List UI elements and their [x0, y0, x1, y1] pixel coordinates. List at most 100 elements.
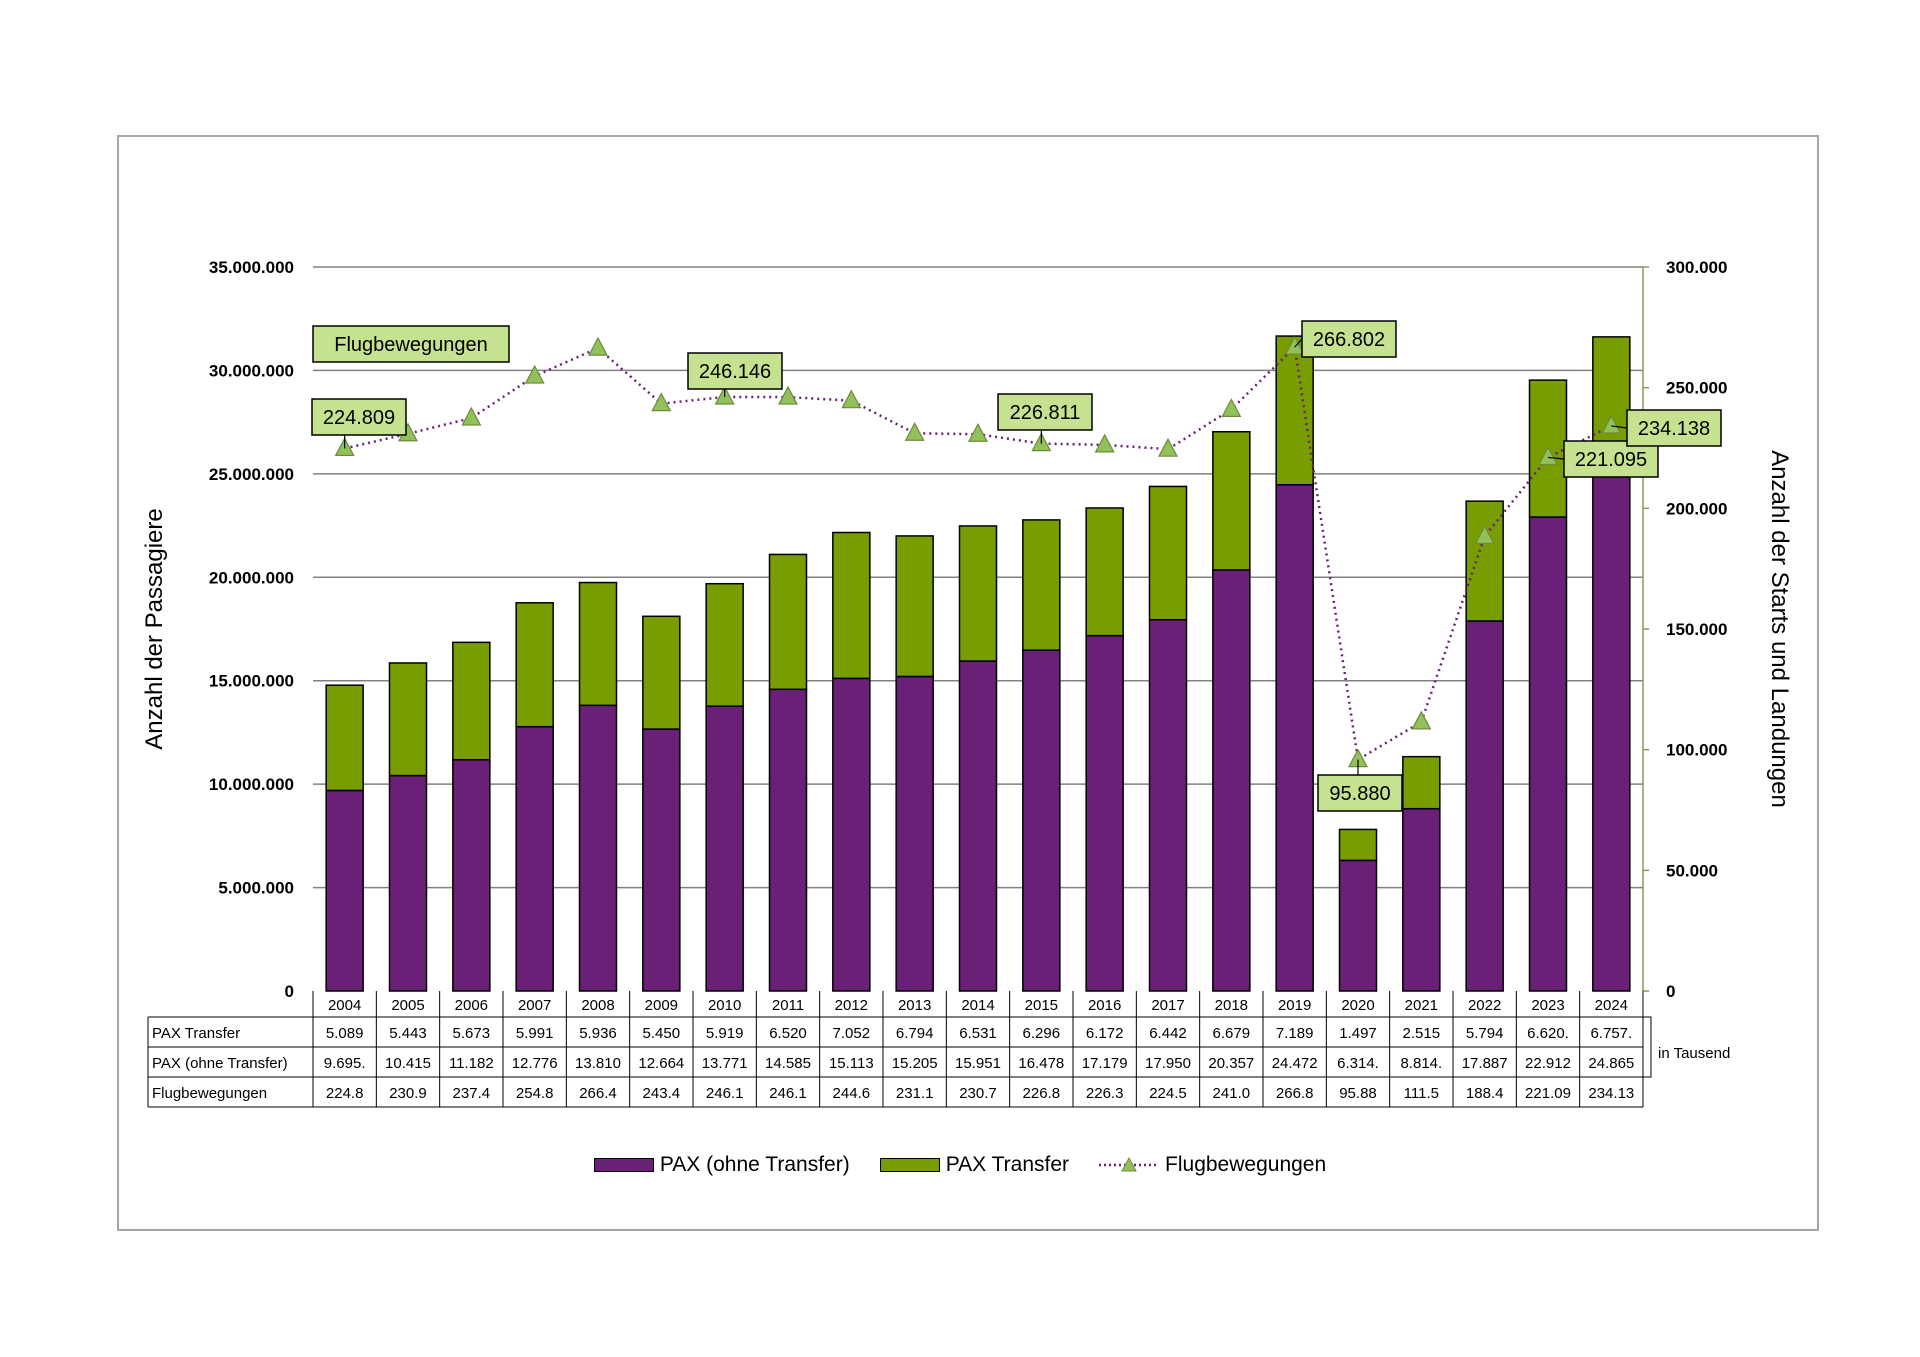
callout-label: 266.802 [1313, 329, 1385, 351]
left-tick-label: 25.000.000 [209, 465, 294, 484]
marker-flugbewegungen [524, 364, 545, 384]
table-cell-pax-ohne-transfer: 12.776 [512, 1055, 558, 1072]
bar-pax-ohne-transfer [1338, 859, 1378, 992]
table-cell-pax-ohne-transfer: 17.887 [1462, 1055, 1508, 1072]
table-cell-pax-ohne-transfer: 24.865 [1588, 1055, 1634, 1072]
callout-box [1626, 409, 1722, 447]
table-cell-flugbewegungen: 221.09 [1525, 1085, 1571, 1102]
table-cell-pax-transfer: 6.296 [1023, 1025, 1061, 1042]
bar-pax-ohne-transfer [768, 688, 808, 992]
left-tick-label: 20.000.000 [209, 568, 294, 587]
bar-pax-ohne-transfer [325, 789, 364, 992]
bar-pax-ohne-transfer [642, 728, 681, 992]
table-cell-pax-transfer: 5.443 [389, 1025, 427, 1042]
table-cell-pax-ohne-transfer: 20.357 [1208, 1055, 1254, 1072]
callout-label: 234.138 [1638, 418, 1710, 440]
bar-pax-transfer [642, 615, 681, 730]
legend-item-flugbewegungen: Flugbewegungen [1099, 1153, 1326, 1177]
table-cell-pax-ohne-transfer: 14.585 [765, 1055, 811, 1072]
callout-box [311, 398, 407, 436]
table-cell-pax-transfer: 6.757. [1590, 1025, 1632, 1042]
table-row-label: Flugbewegungen [152, 1085, 267, 1102]
marker-flugbewegungen [1284, 335, 1305, 355]
bars-layer [325, 335, 1631, 992]
bar-pax-transfer [895, 535, 934, 678]
bar-pax-transfer [515, 602, 554, 728]
bar-pax-ohne-transfer [1022, 649, 1061, 992]
table-cell-pax-transfer: 6.442 [1149, 1025, 1187, 1042]
marker-flugbewegungen [588, 336, 608, 356]
table-cell-pax-transfer: 2.515 [1403, 1025, 1441, 1042]
bar-pax-transfer [768, 553, 808, 691]
axes-layer: 0 5.000.000 10.000.000 15.000.000 20.000.000… [141, 258, 1793, 1001]
table-cell-pax-transfer: 6.794 [896, 1025, 934, 1042]
right-tick-label: 150.000 [1666, 620, 1727, 639]
table-cell-pax-transfer: 5.919 [706, 1025, 744, 1042]
table-year-cell: 2010 [708, 997, 741, 1014]
legend-swatch-flugbewegungen [1099, 1156, 1160, 1172]
table-cell-flugbewegungen: 246.1 [769, 1085, 807, 1102]
table-year-cell: 2022 [1468, 997, 1501, 1014]
callout-box [1301, 320, 1397, 358]
unit-bracket [1643, 1016, 1652, 1078]
bar-pax-transfer [1148, 485, 1188, 621]
table-cell-flugbewegungen: 246.1 [706, 1085, 744, 1102]
bar-pax-transfer [452, 641, 491, 761]
legend-item-pax-transfer: PAX Transfer [879, 1153, 1069, 1177]
table-year-cell: 2018 [1215, 997, 1248, 1014]
table-cell-pax-ohne-transfer: 12.664 [638, 1055, 684, 1072]
bar-pax-transfer [832, 531, 871, 680]
marker-flugbewegungen [1474, 525, 1495, 544]
table-year-cell: 2004 [328, 997, 361, 1014]
left-tick-label: 0 [285, 982, 294, 1001]
bar-pax-transfer [1402, 755, 1441, 810]
callout-label: 95.880 [1329, 783, 1390, 805]
bar-pax-ohne-transfer [1465, 620, 1504, 992]
right-tick-label: 200.000 [1666, 499, 1727, 518]
table-cell-pax-ohne-transfer: 13.771 [702, 1055, 748, 1072]
table-cell-pax-transfer: 5.450 [643, 1025, 681, 1042]
callout-label: 246.146 [699, 361, 771, 383]
bar-pax-ohne-transfer [705, 705, 744, 992]
callout-label: 226.811 [1010, 402, 1081, 424]
table-cell-pax-transfer: 6.520 [769, 1025, 807, 1042]
bar-pax-transfer [1022, 519, 1061, 651]
table-year-cell: 2020 [1341, 997, 1374, 1014]
bar-pax-ohne-transfer [1148, 618, 1188, 992]
table-year-cell: 2012 [835, 997, 868, 1014]
table-row-label: PAX Transfer [152, 1025, 240, 1042]
marker-flugbewegungen [1601, 414, 1622, 434]
legend-item-pax-ohne-transfer: PAX (ohne Transfer) [593, 1153, 850, 1177]
callout-leader [1294, 338, 1303, 348]
table-cell-pax-ohne-transfer: 13.810 [575, 1055, 621, 1072]
table-year-cell: 2006 [455, 997, 488, 1014]
bar-pax-transfer [705, 582, 744, 707]
table-cell-pax-ohne-transfer: 8.814. [1400, 1055, 1442, 1072]
callout-box [1317, 774, 1403, 812]
marker-flugbewegungen [904, 421, 925, 441]
unit-note: in Tausend [1658, 1045, 1730, 1062]
right-tick-label: 50.000 [1666, 861, 1718, 880]
bar-pax-transfer [1465, 500, 1504, 622]
bar-pax-ohne-transfer [958, 660, 998, 992]
table-cell-pax-ohne-transfer: 6.314. [1337, 1055, 1379, 1072]
table-cell-pax-ohne-transfer: 11.182 [449, 1055, 494, 1072]
callout-label: 224.809 [323, 407, 395, 429]
table-cell-pax-transfer: 6.679 [1213, 1025, 1251, 1042]
table-cell-flugbewegungen: 188.4 [1466, 1085, 1504, 1102]
table-year-cell: 2011 [772, 997, 804, 1014]
table-cell-flugbewegungen: 95.88 [1339, 1085, 1377, 1102]
table-cell-flugbewegungen: 231.1 [896, 1085, 934, 1102]
table-cell-pax-transfer: 5.936 [579, 1025, 617, 1042]
bar-pax-transfer [388, 662, 428, 777]
table-cell-flugbewegungen: 266.4 [579, 1085, 617, 1102]
legend-swatch-pax-transfer [879, 1158, 940, 1172]
table-year-cell: 2019 [1278, 997, 1311, 1014]
callout-box [687, 352, 783, 390]
left-tick-label: 35.000.000 [209, 258, 294, 277]
bar-pax-transfer [1085, 507, 1124, 637]
table-cell-flugbewegungen: 230.7 [959, 1085, 997, 1102]
bar-pax-transfer [325, 684, 364, 792]
table-year-cell: 2013 [898, 997, 931, 1014]
legend-label-pax-ohne-transfer: PAX (ohne Transfer) [659, 1153, 850, 1176]
